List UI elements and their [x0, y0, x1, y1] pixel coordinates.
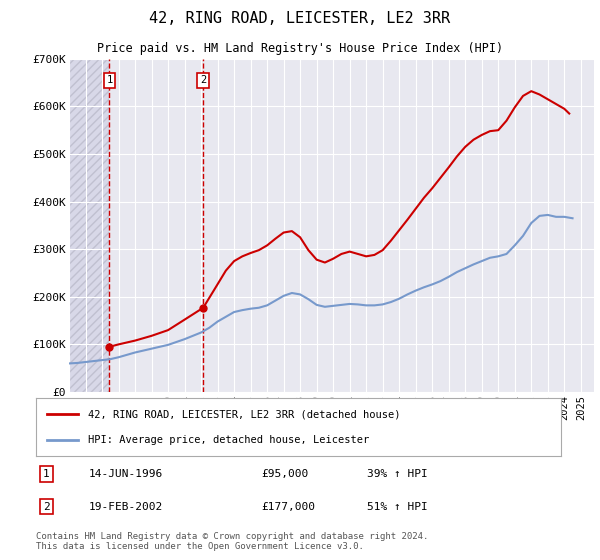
- Text: 2: 2: [200, 76, 206, 86]
- Text: £95,000: £95,000: [262, 469, 309, 479]
- Text: 14-JUN-1996: 14-JUN-1996: [89, 469, 163, 479]
- Text: £177,000: £177,000: [262, 502, 316, 511]
- Text: Contains HM Land Registry data © Crown copyright and database right 2024.
This d: Contains HM Land Registry data © Crown c…: [36, 532, 428, 552]
- Text: 1: 1: [106, 76, 113, 86]
- Text: 2: 2: [43, 502, 50, 511]
- Text: Price paid vs. HM Land Registry's House Price Index (HPI): Price paid vs. HM Land Registry's House …: [97, 42, 503, 55]
- Text: 19-FEB-2002: 19-FEB-2002: [89, 502, 163, 511]
- Text: HPI: Average price, detached house, Leicester: HPI: Average price, detached house, Leic…: [89, 435, 370, 445]
- Text: 39% ↑ HPI: 39% ↑ HPI: [367, 469, 427, 479]
- Text: 51% ↑ HPI: 51% ↑ HPI: [367, 502, 427, 511]
- Text: 42, RING ROAD, LEICESTER, LE2 3RR (detached house): 42, RING ROAD, LEICESTER, LE2 3RR (detac…: [89, 409, 401, 419]
- Bar: [69, 59, 109, 392]
- Text: 1: 1: [43, 469, 50, 479]
- Text: 42, RING ROAD, LEICESTER, LE2 3RR: 42, RING ROAD, LEICESTER, LE2 3RR: [149, 11, 451, 26]
